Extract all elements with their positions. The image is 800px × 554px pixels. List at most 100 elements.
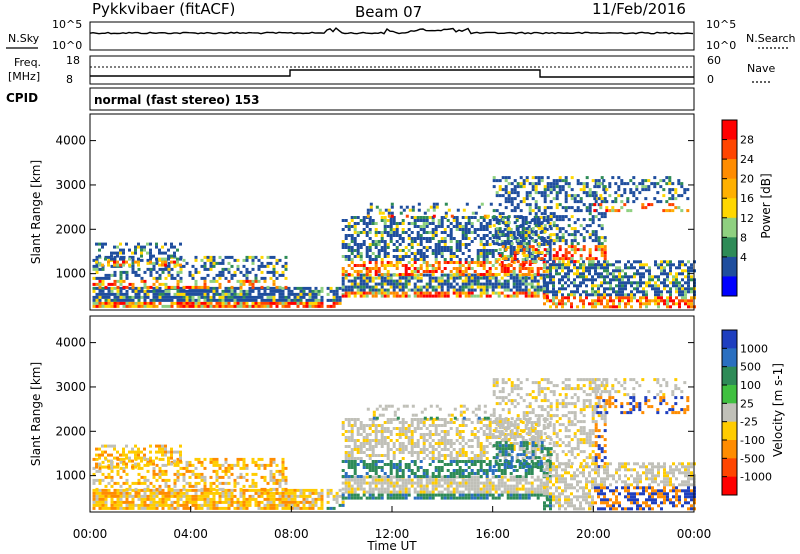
heatmap-cell (305, 506, 309, 510)
heatmap-cell (561, 293, 564, 297)
heatmap-cell (539, 487, 543, 491)
heatmap-cell (491, 475, 495, 479)
heatmap-cell (362, 430, 366, 433)
heatmap-cell (591, 230, 595, 234)
heatmap-cell (245, 267, 249, 271)
heatmap-cell (344, 430, 348, 433)
heatmap-cell (570, 269, 573, 273)
heatmap-cell (555, 194, 559, 198)
heatmap-cell (573, 272, 576, 276)
heatmap-cell (143, 279, 147, 283)
heatmap-cell (437, 493, 441, 497)
heatmap-cell (368, 496, 372, 500)
heatmap-cell (470, 493, 474, 497)
heatmap-cell (185, 481, 189, 485)
heatmap-cell (437, 249, 441, 252)
heatmap-cell (630, 266, 633, 270)
heatmap-cell (146, 460, 150, 464)
heatmap-cell (179, 503, 183, 507)
heatmap-cell (657, 287, 660, 291)
heatmap-cell (518, 279, 522, 283)
heatmap-cell (641, 182, 645, 186)
heatmap-cell (257, 463, 261, 467)
heatmap-cell (146, 267, 150, 271)
heatmap-cell (203, 301, 207, 305)
heatmap-cell (383, 291, 387, 295)
heatmap-cell (416, 484, 420, 488)
heatmap-cell (188, 295, 192, 299)
heatmap-cell (591, 290, 594, 294)
heatmap-cell (540, 191, 544, 195)
heatmap-cell (251, 488, 255, 492)
heatmap-cell (332, 298, 336, 302)
heatmap-cell (576, 218, 580, 222)
heatmap-cell (573, 263, 576, 267)
heatmap-cell (260, 500, 264, 504)
heatmap-cell (152, 301, 156, 305)
heatmap-cell (116, 456, 119, 460)
heatmap-cell (401, 487, 405, 491)
heatmap-cell (425, 487, 429, 491)
heatmap-cell (531, 218, 535, 222)
heatmap-cell (449, 490, 453, 494)
heatmap-cell (503, 481, 507, 485)
heatmap-cell (191, 298, 195, 302)
heatmap-cell (353, 493, 357, 497)
heatmap-cell (281, 460, 285, 464)
heatmap-cell (485, 276, 489, 280)
heatmap-cell (101, 279, 105, 283)
heatmap-cell (513, 236, 517, 240)
heatmap-cell (495, 242, 499, 246)
heatmap-cell (398, 460, 402, 463)
heatmap-cell (230, 503, 234, 507)
heatmap-cell (353, 291, 357, 295)
heatmap-cell (608, 185, 612, 189)
heatmap-cell (362, 466, 366, 469)
heatmap-cell (173, 484, 177, 488)
heatmap-cell (284, 298, 288, 302)
heatmap-cell (152, 298, 156, 302)
heatmap-cell (203, 295, 207, 299)
heatmap-cell (119, 257, 122, 261)
heatmap-cell (591, 218, 595, 222)
heatmap-cell (395, 255, 399, 258)
heatmap-cell (492, 176, 496, 180)
heatmap-cell (558, 266, 561, 270)
heatmap-cell (555, 224, 559, 228)
heatmap-cell (567, 185, 571, 189)
heatmap-cell (615, 278, 618, 282)
heatmap-cell (443, 240, 447, 243)
heatmap-cell (597, 224, 601, 228)
heatmap-cell (437, 267, 441, 270)
heatmap-cell (585, 185, 589, 189)
heatmap-cell (158, 472, 162, 476)
heatmap-cell (636, 260, 639, 264)
heatmap-cell (390, 202, 394, 206)
heatmap-cell (185, 292, 189, 296)
heatmap-cell (335, 295, 339, 299)
heatmap-cell (491, 496, 495, 500)
heatmap-cell (476, 249, 480, 252)
heatmap-cell (179, 444, 182, 448)
heatmap-cell (416, 270, 420, 273)
heatmap-cell (140, 506, 144, 510)
heatmap-cell (275, 481, 279, 485)
heatmap-cell (110, 282, 114, 286)
heatmap-cell (524, 282, 528, 286)
heatmap-cell (614, 197, 618, 201)
heatmap-cell (573, 209, 577, 213)
heatmap-cell (428, 231, 432, 234)
heatmap-cell (485, 487, 489, 491)
heatmap-cell (116, 469, 120, 473)
heatmap-cell (164, 267, 168, 271)
heatmap-cell (656, 200, 660, 204)
heatmap-cell (353, 255, 357, 258)
heatmap-cell (290, 491, 294, 495)
heatmap-cell (470, 216, 474, 219)
heatmap-cell (653, 197, 657, 201)
heatmap-cell (401, 294, 405, 298)
heatmap-cell (392, 451, 396, 454)
heatmap-cell (416, 285, 420, 289)
heatmap-cell (455, 216, 459, 219)
heatmap-cell (383, 267, 387, 270)
